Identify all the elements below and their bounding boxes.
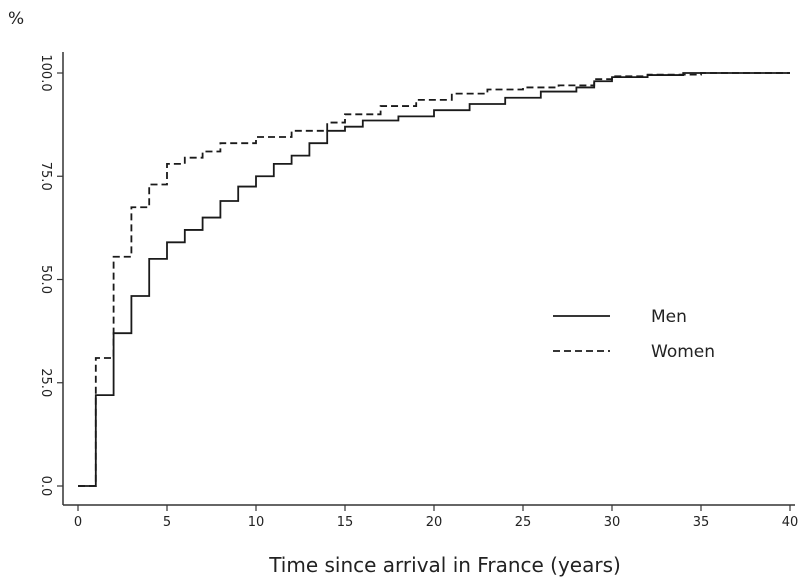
series-layer — [78, 72, 790, 487]
series-line-men — [78, 72, 790, 487]
x-tick-label: 40 — [782, 515, 799, 530]
x-tick-label: 10 — [248, 515, 265, 530]
axes: 0.0 25.0 50.0 75.0 100.0 0 5 10 15 20 25 30 35 40 — [38, 52, 798, 530]
legend: Men Women — [553, 307, 715, 362]
x-tick-label: 25 — [515, 515, 532, 530]
y-tick-label: 50.0 — [38, 265, 53, 294]
y-tick-label: 0.0 — [38, 476, 53, 497]
legend-label-women: Women — [651, 342, 715, 362]
x-axis-title: Time since arrival in France (years) — [268, 553, 621, 577]
y-axis-unit-label: % — [8, 9, 24, 29]
legend-label-men: Men — [651, 307, 687, 327]
series-line-women — [78, 72, 790, 487]
x-tick-label: 0 — [74, 515, 82, 530]
y-tick-label: 25.0 — [38, 368, 53, 397]
x-tick-label: 30 — [604, 515, 621, 530]
y-tick-label: 75.0 — [38, 162, 53, 191]
plot-area: 0.0 25.0 50.0 75.0 100.0 0 5 10 15 20 25 30 35 40 — [38, 52, 798, 530]
y-tick-label: 100.0 — [38, 54, 53, 91]
x-tick-label: 15 — [337, 515, 354, 530]
x-tick-label: 20 — [426, 515, 443, 530]
x-tick-label: 5 — [163, 515, 171, 530]
x-tick-label: 35 — [693, 515, 710, 530]
